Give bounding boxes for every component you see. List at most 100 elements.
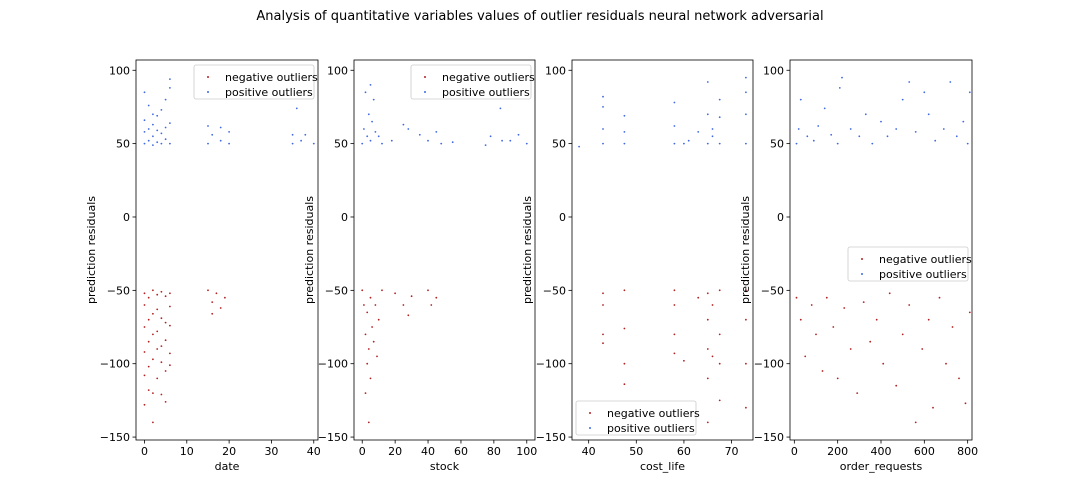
data-point	[207, 289, 209, 292]
data-point	[152, 123, 154, 126]
data-point	[914, 421, 917, 424]
legend-marker	[424, 76, 426, 78]
subplot-1: 0 10 20 30 40 −150 −100 −50 0 50 100 date prediction…	[85, 59, 321, 473]
data-point	[718, 142, 721, 145]
data-point	[602, 106, 604, 108]
data-point	[219, 139, 222, 142]
legend-marker	[207, 91, 209, 93]
data-point	[706, 377, 709, 380]
data-point	[673, 101, 676, 104]
x-tick-label: 80	[487, 445, 501, 458]
data-point	[932, 406, 934, 409]
data-point	[706, 81, 709, 83]
data-point	[418, 133, 421, 136]
y-tick-label: −50	[107, 284, 130, 297]
data-point	[312, 142, 315, 145]
x-axis-label: cost_life	[640, 460, 685, 473]
data-point	[164, 321, 167, 324]
data-point	[880, 120, 882, 123]
data-point	[377, 318, 380, 321]
y-tick-label: −150	[100, 431, 130, 444]
data-point	[160, 317, 163, 320]
legend-label: negative outliers	[879, 253, 972, 266]
data-point	[864, 113, 867, 116]
data-point	[364, 91, 367, 94]
data-point	[895, 128, 898, 130]
data-point	[164, 370, 167, 372]
data-point	[363, 304, 365, 306]
y-tick-label: 100	[763, 64, 784, 77]
axes-frame	[353, 59, 536, 441]
data-point	[858, 135, 861, 138]
data-point	[706, 318, 709, 321]
data-point	[908, 81, 911, 83]
y-tick-label: 0	[123, 211, 130, 224]
y-tick-label: 50	[116, 138, 130, 151]
data-point	[169, 122, 171, 124]
data-point	[830, 133, 833, 136]
y-axis-label: prediction residuals	[739, 196, 752, 304]
subplot-3: 40 50 60 70 −150 −100 −50 0 50 100 cost_life predic…	[521, 59, 754, 473]
data-point	[169, 142, 171, 145]
data-point	[152, 144, 154, 147]
data-point	[836, 377, 839, 380]
data-point	[687, 139, 690, 142]
data-point	[799, 318, 802, 321]
data-point	[211, 133, 214, 136]
data-point	[364, 333, 367, 336]
legend-marker	[861, 258, 863, 260]
data-point	[407, 128, 410, 130]
x-tick-label: 800	[957, 445, 978, 458]
data-point	[427, 289, 429, 292]
data-point	[718, 362, 721, 365]
data-point	[364, 392, 367, 394]
axes-frame	[571, 59, 754, 441]
data-point	[823, 107, 826, 110]
figure-title: Analysis of quantitative variables value…	[256, 9, 823, 24]
data-point	[451, 141, 454, 144]
x-tick-label: 0	[141, 445, 148, 458]
data-point	[795, 142, 798, 145]
data-point	[673, 142, 676, 145]
data-point	[367, 348, 370, 350]
data-point	[955, 135, 958, 138]
data-point	[164, 339, 167, 342]
data-point	[718, 98, 721, 101]
data-point	[169, 78, 171, 80]
data-point	[402, 123, 405, 126]
data-point	[951, 326, 954, 328]
data-point	[367, 421, 370, 424]
legend: negative outliers positive outliers	[575, 400, 700, 436]
data-point	[228, 142, 231, 145]
series-positive	[361, 84, 528, 147]
data-point	[804, 355, 807, 358]
data-point	[968, 91, 971, 94]
data-point	[745, 406, 747, 409]
series-negative	[361, 289, 438, 424]
data-point	[164, 401, 167, 403]
x-tick-label: 20	[388, 445, 402, 458]
y-tick-label: 50	[334, 138, 348, 151]
data-point	[602, 304, 604, 306]
data-point	[673, 352, 676, 355]
x-tick-label: 40	[582, 445, 596, 458]
subplots: 0 10 20 30 40−150−100−50050100dateprediction…	[85, 59, 978, 473]
legend-box	[847, 246, 969, 282]
data-point	[718, 116, 721, 119]
data-point	[147, 318, 150, 321]
data-point	[381, 142, 383, 145]
data-point	[901, 333, 904, 336]
data-point	[838, 87, 841, 89]
data-point	[745, 76, 747, 79]
subplot-2: 0 20 40 60 80 100 −150 −100 −50 0 50 100 stock predic…	[303, 59, 537, 473]
data-point	[673, 304, 676, 306]
data-point	[875, 318, 878, 321]
legend: negative outliers positive outliers	[847, 246, 972, 282]
data-point	[949, 81, 952, 83]
x-tick-label: 60	[677, 445, 691, 458]
data-point	[160, 109, 163, 111]
y-tick-label: −50	[543, 284, 566, 297]
axes-frame	[135, 59, 319, 441]
x-tick-label: 40	[307, 445, 321, 458]
